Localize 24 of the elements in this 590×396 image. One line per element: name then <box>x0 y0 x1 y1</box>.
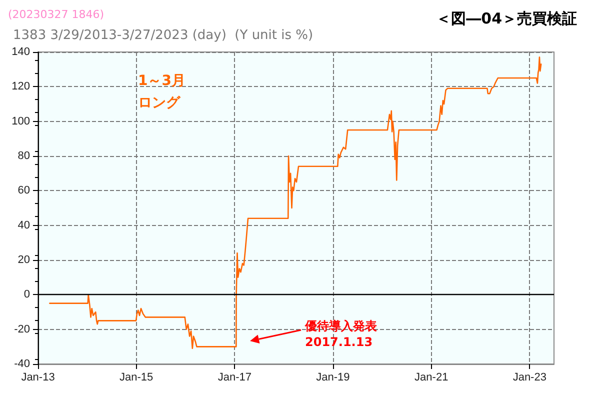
y-tick-label: -20 <box>14 323 30 336</box>
x-tick-label: Jan-17 <box>218 372 252 384</box>
x-tick-label: Jan-23 <box>512 372 546 384</box>
annotation: ロング <box>138 94 180 112</box>
x-tick-label: Jan-13 <box>21 372 55 384</box>
y-tick-label: 120 <box>12 80 30 93</box>
y-tick-label: 100 <box>12 115 30 128</box>
chart-title: ＜図―04＞売買検証 <box>436 10 577 28</box>
y-tick-label: -40 <box>14 358 30 370</box>
annotation: 優待導入発表 <box>305 318 377 335</box>
annotation: 1～3月 <box>138 72 186 90</box>
chart-subtitle: 1383 3/29/2013-3/27/2023 (day) (Y unit is %) <box>13 28 314 43</box>
y-tick-label: 60 <box>18 184 30 197</box>
y-tick-label: 140 <box>12 46 30 58</box>
annotation: 2017.1.13 <box>305 335 373 349</box>
y-tick-label: 20 <box>18 254 30 266</box>
y-tick-label: 80 <box>18 150 30 162</box>
text: (20230327 1846) <box>8 8 104 21</box>
x-tick-label: Jan-19 <box>316 372 350 384</box>
x-tick-label: Jan-21 <box>414 372 448 384</box>
x-tick-label: Jan-15 <box>119 372 154 384</box>
y-tick-label: 40 <box>18 219 30 232</box>
line-series <box>49 56 542 350</box>
y-tick-label: 0 <box>24 288 30 301</box>
